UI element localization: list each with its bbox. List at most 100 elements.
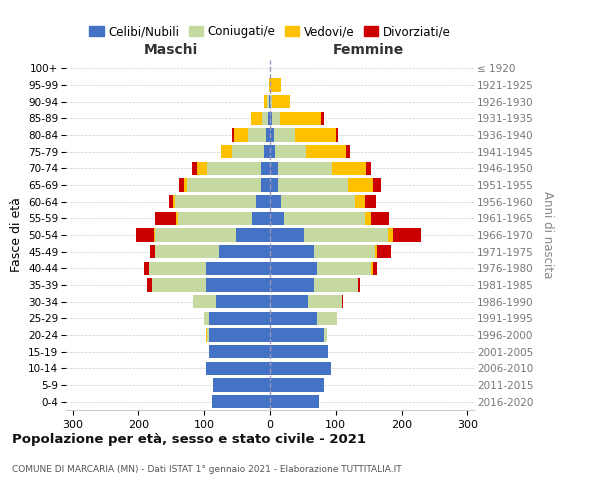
Bar (147, 278, 152, 291)
Bar (270, 162, 278, 175)
Bar (270, 245, 314, 258)
Bar (377, 245, 391, 258)
Bar (308, 295, 342, 308)
Bar (261, 178, 270, 192)
Bar (358, 278, 360, 291)
Bar (295, 128, 336, 141)
Bar (332, 162, 366, 175)
Bar (393, 228, 421, 241)
Bar (346, 145, 350, 158)
Bar (155, 245, 218, 258)
Bar (136, 228, 154, 241)
Bar (203, 312, 209, 325)
Bar (314, 278, 358, 291)
Bar (320, 112, 324, 125)
Bar (169, 195, 173, 208)
Bar (365, 195, 376, 208)
Bar (274, 128, 295, 141)
Bar (213, 378, 270, 392)
Bar (256, 195, 270, 208)
Bar (251, 112, 262, 125)
Bar (266, 128, 270, 141)
Bar (336, 128, 338, 141)
Text: COMUNE DI MARCARIA (MN) - Dati ISTAT 1° gennaio 2021 - Elaborazione TUTTITALIA.I: COMUNE DI MARCARIA (MN) - Dati ISTAT 1° … (12, 466, 401, 474)
Bar (270, 378, 324, 392)
Bar (280, 112, 320, 125)
Bar (216, 295, 270, 308)
Bar (270, 345, 328, 358)
Bar (212, 395, 270, 408)
Bar (270, 262, 317, 275)
Bar (270, 295, 308, 308)
Bar (252, 212, 270, 225)
Text: Femmine: Femmine (333, 42, 404, 56)
Bar (284, 212, 365, 225)
Bar (197, 162, 207, 175)
Text: Popolazione per età, sesso e stato civile - 2021: Popolazione per età, sesso e stato civil… (12, 432, 366, 446)
Bar (179, 178, 184, 192)
Bar (152, 278, 206, 291)
Bar (206, 278, 270, 291)
Y-axis label: Anni di nascita: Anni di nascita (541, 192, 554, 278)
Bar (187, 178, 261, 192)
Bar (208, 328, 209, 342)
Bar (221, 145, 232, 158)
Bar (270, 362, 331, 375)
Bar (278, 178, 349, 192)
Bar (371, 262, 373, 275)
Bar (176, 212, 178, 225)
Bar (236, 228, 270, 241)
Bar (264, 145, 270, 158)
Bar (270, 312, 317, 325)
Bar (143, 262, 149, 275)
Bar (232, 145, 264, 158)
Bar (154, 228, 155, 241)
Bar (272, 95, 290, 108)
Bar (272, 112, 280, 125)
Bar (275, 145, 305, 158)
Bar (261, 162, 270, 175)
Bar (269, 95, 270, 108)
Bar (207, 162, 261, 175)
Bar (264, 95, 268, 108)
Bar (270, 395, 319, 408)
Legend: Celibi/Nubili, Coniugati/e, Vedovi/e, Divorziati/e: Celibi/Nubili, Coniugati/e, Vedovi/e, Di… (85, 20, 455, 43)
Bar (270, 78, 281, 92)
Bar (270, 128, 274, 141)
Bar (270, 112, 272, 125)
Text: Maschi: Maschi (144, 42, 199, 56)
Bar (366, 162, 371, 175)
Bar (270, 278, 314, 291)
Bar (232, 128, 234, 141)
Bar (349, 178, 373, 192)
Bar (248, 128, 266, 141)
Bar (193, 295, 216, 308)
Bar (155, 212, 176, 225)
Bar (270, 212, 284, 225)
Bar (206, 262, 270, 275)
Bar (365, 212, 371, 225)
Bar (314, 245, 374, 258)
Bar (374, 245, 377, 258)
Bar (278, 162, 332, 175)
Bar (373, 178, 380, 192)
Bar (342, 295, 343, 308)
Bar (317, 262, 371, 275)
Bar (270, 328, 324, 342)
Bar (269, 78, 270, 92)
Bar (209, 312, 270, 325)
Bar (270, 228, 304, 241)
Bar (270, 145, 275, 158)
Bar (178, 212, 252, 225)
Bar (388, 228, 393, 241)
Bar (184, 178, 187, 192)
Bar (206, 362, 270, 375)
Bar (317, 312, 337, 325)
Bar (304, 228, 388, 241)
Bar (191, 162, 197, 175)
Bar (149, 245, 155, 258)
Bar (268, 112, 270, 125)
Bar (355, 195, 365, 208)
Bar (268, 95, 269, 108)
Bar (305, 145, 346, 158)
